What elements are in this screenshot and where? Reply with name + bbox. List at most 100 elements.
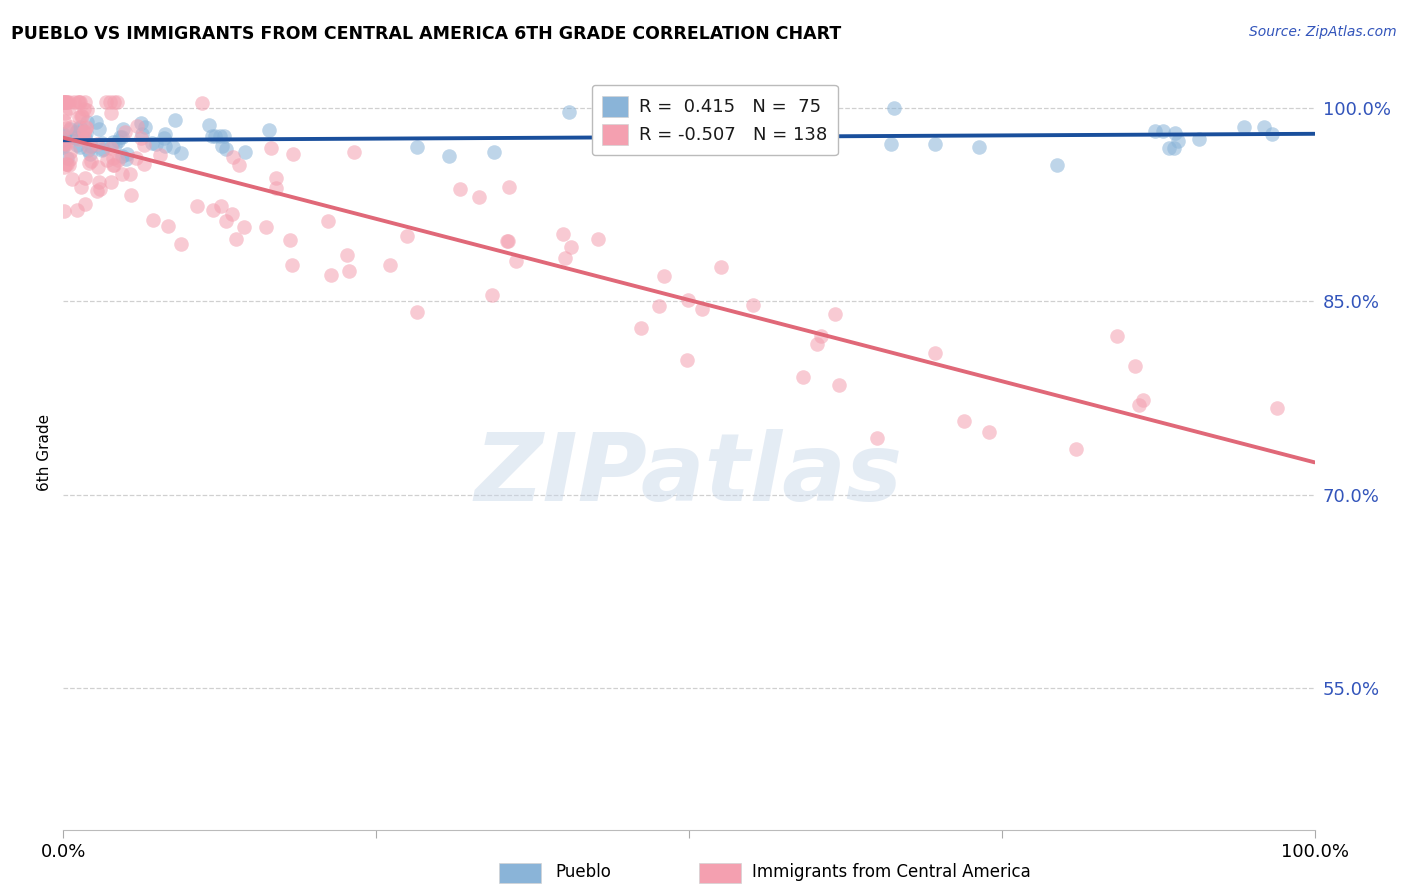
Point xyxy=(111,149,134,163)
Point xyxy=(1157,141,1180,155)
Point xyxy=(55,95,77,109)
Point xyxy=(134,120,156,135)
Point xyxy=(127,120,149,134)
Point xyxy=(254,219,277,234)
Point xyxy=(153,127,176,141)
Point xyxy=(221,207,243,221)
Point xyxy=(149,148,172,162)
Point xyxy=(67,111,90,125)
Point xyxy=(319,268,342,283)
Point xyxy=(132,157,155,171)
Point xyxy=(72,132,94,146)
Point xyxy=(79,146,101,161)
Text: Source: ZipAtlas.com: Source: ZipAtlas.com xyxy=(1249,25,1396,39)
Point xyxy=(96,153,118,167)
Point xyxy=(62,95,84,109)
Point xyxy=(75,95,97,109)
Point xyxy=(86,137,108,152)
Point xyxy=(103,95,125,109)
Point xyxy=(65,125,87,139)
Point xyxy=(108,129,131,144)
Point xyxy=(53,160,76,174)
Point xyxy=(103,158,125,172)
Point xyxy=(52,136,75,151)
Point xyxy=(676,293,699,308)
Text: PUEBLO VS IMMIGRANTS FROM CENTRAL AMERICA 6TH GRADE CORRELATION CHART: PUEBLO VS IMMIGRANTS FROM CENTRAL AMERIC… xyxy=(11,25,842,43)
Point xyxy=(215,213,238,227)
Point xyxy=(118,167,141,181)
Point xyxy=(1164,126,1187,140)
Point xyxy=(67,95,90,109)
Point xyxy=(560,240,582,254)
Point xyxy=(557,105,579,120)
Point xyxy=(1128,398,1150,412)
Point xyxy=(114,125,136,139)
Point xyxy=(52,95,75,109)
Point xyxy=(111,129,134,144)
Point xyxy=(260,141,283,155)
Point xyxy=(200,128,222,143)
Point xyxy=(129,130,152,145)
Point xyxy=(77,143,100,157)
Point xyxy=(75,197,97,211)
Point xyxy=(55,95,77,109)
Point xyxy=(1125,359,1147,373)
Point xyxy=(1187,132,1209,146)
Point xyxy=(481,288,503,302)
Point xyxy=(153,130,176,145)
Point xyxy=(132,138,155,153)
Point xyxy=(153,139,176,153)
Point xyxy=(56,95,79,109)
Point xyxy=(125,151,148,165)
Point xyxy=(100,105,122,120)
Point xyxy=(87,160,110,174)
Point xyxy=(222,150,245,164)
Point xyxy=(90,136,112,150)
Point xyxy=(111,168,134,182)
Point xyxy=(69,139,91,153)
Point xyxy=(101,151,124,165)
Point xyxy=(883,101,905,115)
Point xyxy=(586,232,609,246)
Point xyxy=(710,260,733,275)
Point xyxy=(55,132,77,146)
Point xyxy=(93,142,115,156)
Point xyxy=(378,258,401,272)
Point xyxy=(131,127,153,141)
Point xyxy=(52,132,75,146)
Point xyxy=(553,227,575,241)
Point xyxy=(228,158,250,172)
Point xyxy=(690,302,713,317)
Point xyxy=(52,114,75,128)
Point xyxy=(343,145,366,160)
Point xyxy=(87,175,110,189)
Point xyxy=(112,122,135,136)
Point xyxy=(201,203,224,218)
Point xyxy=(278,233,301,247)
Point xyxy=(1253,120,1275,134)
Point xyxy=(204,128,226,143)
Point xyxy=(107,135,129,149)
Point xyxy=(496,234,519,248)
Point xyxy=(208,128,231,143)
Point xyxy=(89,182,111,196)
Point xyxy=(1153,124,1175,138)
Point xyxy=(76,103,98,118)
Point xyxy=(1260,127,1282,141)
Point xyxy=(198,118,221,132)
Point xyxy=(170,236,193,251)
Point xyxy=(141,136,163,150)
Point xyxy=(449,181,471,195)
Point xyxy=(211,139,233,153)
Point xyxy=(77,139,100,153)
Point xyxy=(96,95,118,109)
Point xyxy=(67,132,90,146)
Point xyxy=(652,268,675,283)
Point xyxy=(73,102,96,116)
Point xyxy=(86,184,108,198)
Point xyxy=(1046,158,1069,172)
Point xyxy=(58,101,80,115)
Point xyxy=(66,202,89,217)
Point xyxy=(55,156,77,170)
Point xyxy=(103,158,125,172)
